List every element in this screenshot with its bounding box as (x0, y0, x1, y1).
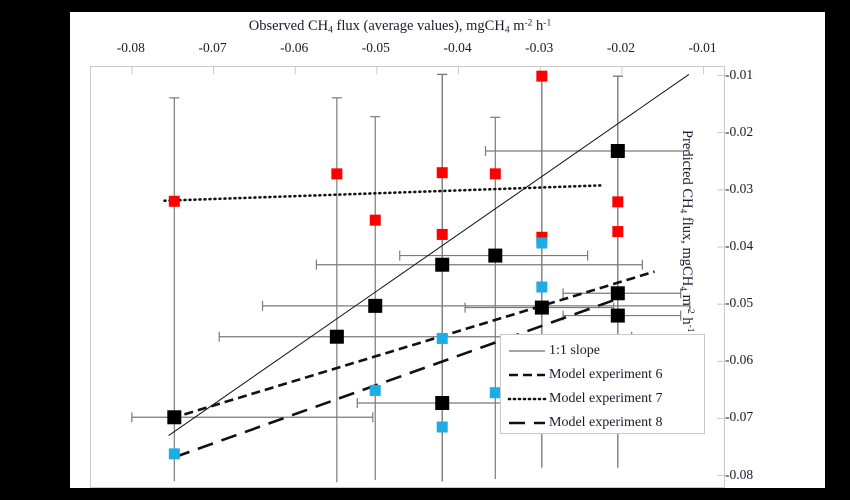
x-tick-label: -0.04 (443, 40, 472, 55)
data-point-marker (612, 196, 624, 208)
data-point-marker (436, 167, 448, 179)
x-tick-label: -0.03 (525, 40, 554, 55)
plot-area (90, 66, 725, 488)
data-point-marker (369, 384, 381, 396)
data-point-marker (167, 410, 182, 425)
data-point-marker (435, 396, 450, 410)
data-point-marker (610, 308, 625, 323)
legend-item[interactable]: Model experiment 6 (507, 363, 704, 387)
data-point-marker (435, 257, 450, 272)
legend-item[interactable]: 1:1 slope (507, 339, 704, 363)
x-axis-title: Observed CH4 flux (average values), mgCH… (248, 18, 552, 36)
legend-key-longdash (509, 421, 545, 425)
x-tick-label: -0.06 (280, 40, 309, 55)
data-point-marker (329, 329, 344, 344)
x-tick-label: -0.08 (116, 40, 145, 55)
trend-line-dotted (163, 183, 606, 203)
data-point-marker (536, 70, 548, 82)
y-tick-label: -0.03 (725, 180, 754, 196)
trend-line-longdash (173, 295, 624, 459)
chart-legend: 1:1 slope Model experiment 6 Model experim… (500, 334, 705, 434)
legend-label: Model experiment 7 (549, 391, 663, 406)
data-point-marker (534, 300, 549, 315)
x-tick-label: -0.02 (606, 40, 635, 55)
trend-line-dashed (170, 270, 655, 420)
legend-label: Model experiment 6 (549, 367, 663, 382)
legend-key-dashed (509, 373, 545, 377)
data-point-marker (536, 237, 548, 249)
data-point-marker (436, 332, 448, 344)
y-tick-label: -0.06 (725, 352, 754, 368)
legend-label: 1:1 slope (549, 343, 600, 358)
y-tick-label: -0.05 (725, 295, 754, 311)
legend-label: Model experiment 8 (549, 415, 663, 430)
legend-key-dotted (507, 397, 547, 401)
data-point-marker (436, 421, 448, 433)
y-tick-label: -0.04 (725, 238, 754, 253)
legend-item[interactable]: Model experiment 7 (507, 387, 704, 411)
legend-item[interactable]: Model experiment 8 (507, 411, 704, 435)
legend-key-solid (509, 350, 545, 352)
y-tick-label: -0.07 (725, 409, 754, 425)
data-point-marker (610, 144, 625, 158)
data-point-marker (436, 228, 448, 240)
trend-line-solid (168, 74, 690, 436)
data-point-marker (536, 281, 548, 293)
data-point-marker (369, 214, 381, 226)
data-point-marker (536, 231, 548, 243)
chart-canvas: Observed CH4 flux (average values), mgCH… (70, 12, 825, 488)
data-point-marker (612, 226, 624, 238)
x-tick-label: -0.05 (361, 40, 390, 55)
y-tick-label: -0.01 (725, 66, 754, 82)
data-point-marker (368, 298, 383, 313)
x-tick-label: -0.07 (198, 40, 227, 55)
data-point-marker (610, 286, 625, 301)
data-point-marker (331, 168, 343, 180)
data-point-marker (489, 387, 501, 399)
y-tick-label: -0.08 (725, 466, 754, 482)
data-point-marker (168, 448, 180, 460)
data-point-marker (168, 195, 180, 207)
data-point-marker (489, 168, 501, 180)
data-point-marker (488, 248, 503, 263)
y-tick-label: -0.02 (725, 123, 754, 139)
x-tick-label: -0.01 (688, 40, 717, 55)
plot-svg (131, 67, 724, 483)
